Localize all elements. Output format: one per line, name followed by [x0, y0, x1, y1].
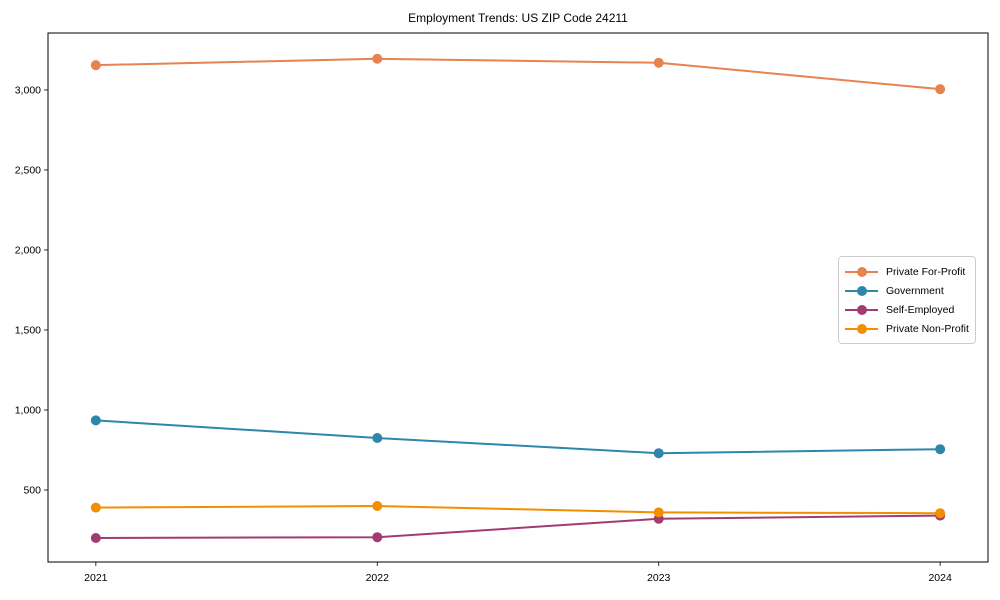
x-tick-label: 2021	[84, 572, 108, 584]
x-tick-label: 2024	[928, 572, 952, 584]
y-tick-label: 3,000	[15, 84, 41, 96]
y-tick-label: 1,000	[15, 404, 41, 416]
data-point	[90, 60, 101, 71]
data-point	[653, 448, 664, 459]
legend-item-self-employed: Self-Employed	[845, 300, 967, 319]
data-point	[90, 502, 101, 513]
data-point	[90, 532, 101, 543]
legend-marker-icon	[845, 266, 878, 277]
legend-label: Private Non-Profit	[886, 322, 969, 335]
y-tick-label: 2,500	[15, 164, 41, 176]
legend-label: Private For-Profit	[886, 265, 966, 278]
legend-marker-icon	[845, 323, 878, 334]
data-point	[90, 415, 101, 426]
data-point	[372, 53, 383, 64]
x-tick-label: 2023	[647, 572, 671, 584]
legend-item-private-non-profit: Private Non-Profit	[845, 319, 969, 338]
series-line	[94, 504, 942, 515]
series-line	[94, 514, 942, 539]
data-point	[372, 432, 383, 443]
legend-item-private-for-profit: Private For-Profit	[845, 262, 967, 281]
chart-legend: Private For-Profit Government Self-Emplo…	[838, 256, 976, 344]
legend-marker-icon	[845, 285, 878, 296]
data-point	[935, 508, 946, 519]
y-tick-label: 500	[23, 484, 41, 496]
chart-title: Employment Trends: US ZIP Code 24211	[408, 11, 628, 25]
data-point	[372, 532, 383, 543]
legend-label: Government	[886, 284, 944, 297]
series-line	[94, 57, 942, 91]
series-line	[94, 419, 942, 455]
y-tick-label: 2,000	[15, 244, 41, 256]
data-point	[653, 57, 664, 68]
y-tick-label: 1,500	[15, 324, 41, 336]
plot-frame	[47, 32, 989, 563]
legend-marker-icon	[845, 304, 878, 315]
data-point	[372, 500, 383, 511]
x-tick-label: 2022	[366, 572, 390, 584]
legend-item-government: Government	[845, 281, 967, 300]
data-point	[935, 444, 946, 455]
legend-label: Self-Employed	[886, 303, 955, 316]
data-point	[653, 507, 664, 518]
data-point	[935, 84, 946, 95]
